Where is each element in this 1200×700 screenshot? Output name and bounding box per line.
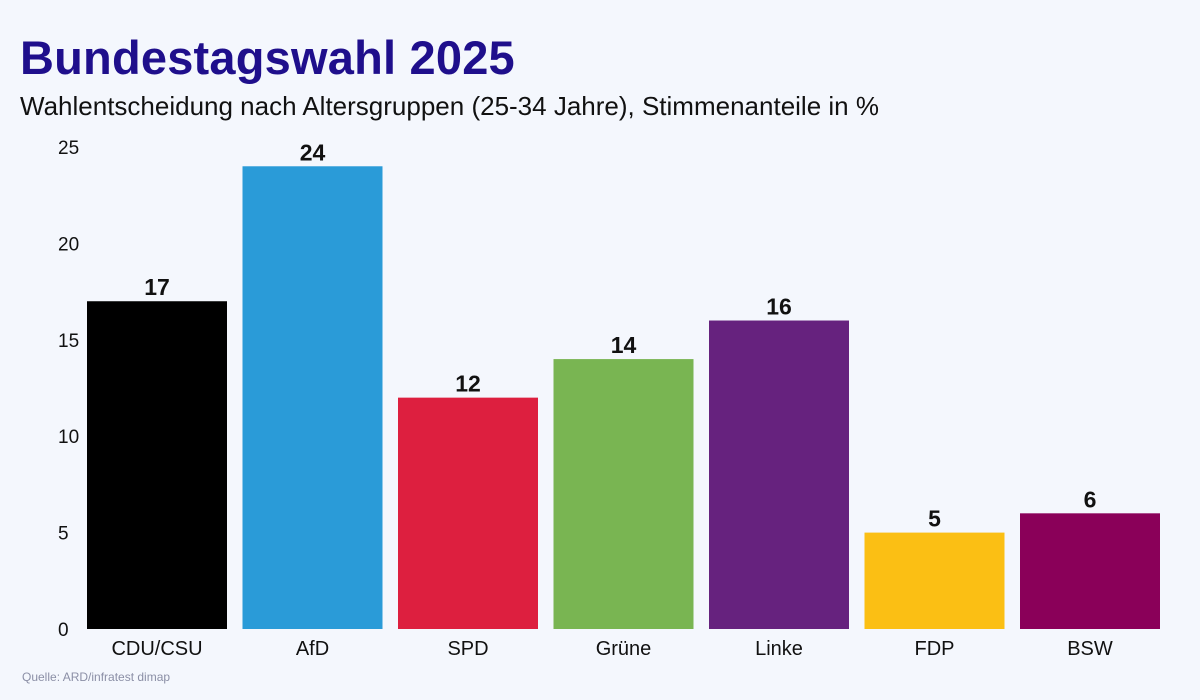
category-label-linke: Linke xyxy=(755,638,803,660)
value-label-afd: 24 xyxy=(300,139,326,165)
bar-gr-ne xyxy=(553,359,694,629)
value-label-bsw: 6 xyxy=(1084,486,1097,512)
bar-cdu-csu xyxy=(87,301,227,629)
bar-fdp xyxy=(864,532,1005,629)
y-tick-label-15: 15 xyxy=(58,331,79,352)
source-note: Quelle: ARD/infratest dimap xyxy=(22,670,171,684)
y-tick-label-10: 10 xyxy=(58,427,79,448)
chart-title: Bundestagswahl 2025 xyxy=(20,31,515,84)
value-label-gr-ne: 14 xyxy=(611,332,637,358)
bar-bsw xyxy=(1020,513,1160,629)
category-label-spd: SPD xyxy=(447,638,488,660)
category-label-fdp: FDP xyxy=(915,638,955,660)
y-tick-label-20: 20 xyxy=(58,234,79,255)
y-tick-label-25: 25 xyxy=(58,138,79,159)
category-label-afd: AfD xyxy=(296,638,329,660)
value-label-linke: 16 xyxy=(766,294,792,320)
bar-afd xyxy=(242,166,383,629)
category-label-gr-ne: Grüne xyxy=(596,638,652,660)
value-label-spd: 12 xyxy=(455,371,481,397)
value-label-fdp: 5 xyxy=(928,506,941,532)
bar-spd xyxy=(398,397,538,629)
y-tick-label-0: 0 xyxy=(58,620,69,641)
value-label-cdu-csu: 17 xyxy=(144,274,170,300)
category-label-cdu-csu: CDU/CSU xyxy=(111,638,202,660)
bar-linke xyxy=(709,320,849,629)
chart-subtitle: Wahlentscheidung nach Altersgruppen (25-… xyxy=(20,91,879,121)
category-label-bsw: BSW xyxy=(1067,638,1113,660)
y-tick-label-5: 5 xyxy=(58,524,69,545)
